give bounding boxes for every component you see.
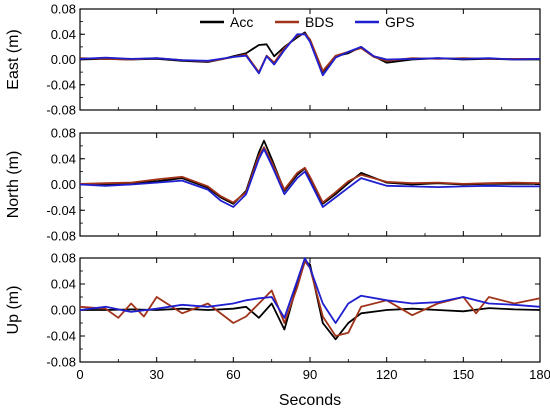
y-tick-label: -0.08 [46,355,76,370]
y-tick-label: 0.00 [51,52,76,67]
y-tick-label: -0.04 [46,77,76,92]
x-axis-label: Seconds [279,392,341,409]
x-tick-label: 60 [226,367,240,382]
y-tick-label: 0.08 [51,251,76,266]
y-tick-label: 0.00 [51,303,76,318]
y-tick-label: -0.08 [46,229,76,244]
y-tick-label: 0.08 [51,2,76,17]
x-tick-label: 0 [76,367,83,382]
series-line-gps-panel-2 [79,257,541,324]
x-tick-label: 120 [376,367,398,382]
series-line-bds-panel-1 [79,146,541,204]
series-line-gps-panel-1 [79,148,540,208]
y-tick-label: 0.00 [51,177,76,192]
y-axis-label: East (m) [5,29,22,89]
legend-label-gps: GPS [385,14,415,30]
y-axis-label: North (m) [5,151,22,219]
y-tick-label: 0.04 [51,27,76,42]
y-tick-label: 0.04 [51,151,76,166]
y-tick-label: -0.08 [46,103,76,118]
y-tick-label: 0.08 [51,126,76,141]
y-tick-label: 0.04 [51,277,76,292]
legend-label-bds: BDS [305,14,334,30]
y-tick-label: -0.04 [46,329,76,344]
x-tick-label: 90 [303,367,317,382]
series-line-gps-panel-0 [79,33,541,77]
x-tick-label: 150 [452,367,474,382]
legend-label-acc: Acc [230,14,253,30]
y-tick-label: -0.04 [46,203,76,218]
x-tick-label: 180 [529,367,550,382]
y-axis-label: Up (m) [5,286,22,335]
x-tick-label: 30 [149,367,163,382]
